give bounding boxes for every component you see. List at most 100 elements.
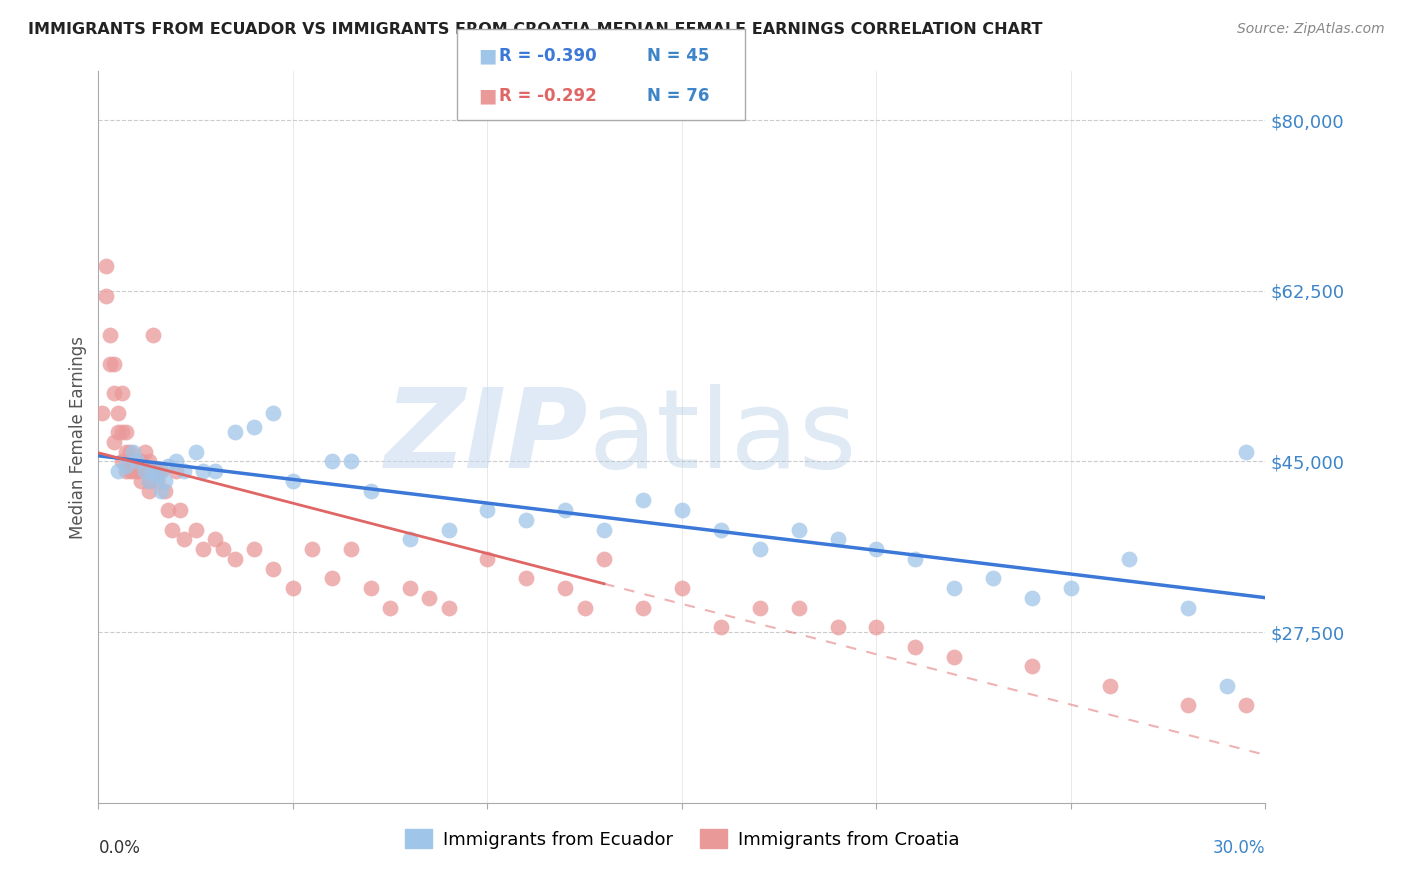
Point bbox=[111, 386, 134, 401]
Point bbox=[418, 591, 440, 605]
Point bbox=[943, 649, 966, 664]
Text: N = 45: N = 45 bbox=[647, 47, 709, 65]
Point bbox=[142, 464, 165, 478]
Point bbox=[212, 542, 235, 557]
Text: R = -0.390: R = -0.390 bbox=[499, 47, 596, 65]
Point bbox=[1118, 552, 1140, 566]
Point bbox=[107, 406, 129, 420]
Point bbox=[122, 464, 145, 478]
Point bbox=[142, 327, 165, 342]
Point bbox=[129, 474, 152, 488]
Point bbox=[398, 581, 420, 595]
Y-axis label: Median Female Earnings: Median Female Earnings bbox=[69, 335, 87, 539]
Point bbox=[437, 523, 460, 537]
Point bbox=[118, 464, 141, 478]
Text: 0.0%: 0.0% bbox=[98, 839, 141, 857]
Point bbox=[103, 386, 125, 401]
Point bbox=[224, 425, 246, 440]
Text: ZIP: ZIP bbox=[385, 384, 589, 491]
Point bbox=[1234, 444, 1257, 458]
Point bbox=[138, 474, 160, 488]
Point bbox=[153, 474, 176, 488]
Point bbox=[146, 464, 169, 478]
Point bbox=[554, 503, 576, 517]
Point bbox=[943, 581, 966, 595]
Point bbox=[1060, 581, 1083, 595]
Point bbox=[122, 444, 145, 458]
Point bbox=[262, 562, 284, 576]
Point bbox=[437, 600, 460, 615]
Point bbox=[827, 533, 849, 547]
Point bbox=[184, 444, 207, 458]
Point bbox=[165, 454, 187, 468]
Point bbox=[865, 542, 887, 557]
Point bbox=[111, 425, 134, 440]
Point bbox=[1177, 600, 1199, 615]
Point bbox=[157, 459, 180, 474]
Text: 30.0%: 30.0% bbox=[1213, 839, 1265, 857]
Point bbox=[1021, 591, 1043, 605]
Point bbox=[243, 420, 266, 434]
Point bbox=[169, 503, 191, 517]
Point bbox=[98, 357, 121, 371]
Text: IMMIGRANTS FROM ECUADOR VS IMMIGRANTS FROM CROATIA MEDIAN FEMALE EARNINGS CORREL: IMMIGRANTS FROM ECUADOR VS IMMIGRANTS FR… bbox=[28, 22, 1043, 37]
Point bbox=[1177, 698, 1199, 713]
Point bbox=[204, 533, 226, 547]
Point bbox=[107, 425, 129, 440]
Point bbox=[224, 552, 246, 566]
Point bbox=[114, 444, 136, 458]
Point bbox=[710, 523, 733, 537]
Text: ■: ■ bbox=[478, 87, 496, 106]
Point bbox=[748, 542, 770, 557]
Point bbox=[184, 523, 207, 537]
Point bbox=[281, 581, 304, 595]
Text: atlas: atlas bbox=[589, 384, 858, 491]
Point bbox=[162, 523, 184, 537]
Point bbox=[321, 454, 343, 468]
Point bbox=[127, 454, 149, 468]
Point bbox=[360, 483, 382, 498]
Point bbox=[127, 464, 149, 478]
Point bbox=[173, 533, 195, 547]
Point bbox=[477, 552, 499, 566]
Point bbox=[173, 464, 195, 478]
Point bbox=[631, 493, 654, 508]
Point bbox=[477, 503, 499, 517]
Point bbox=[193, 542, 215, 557]
Point bbox=[142, 464, 165, 478]
Point bbox=[138, 454, 160, 468]
Point bbox=[904, 552, 927, 566]
Point bbox=[593, 552, 616, 566]
Point bbox=[1215, 679, 1237, 693]
Point bbox=[134, 464, 156, 478]
Point bbox=[149, 464, 172, 478]
Point bbox=[96, 288, 118, 302]
Point bbox=[138, 474, 160, 488]
Point bbox=[96, 260, 118, 274]
Text: N = 76: N = 76 bbox=[647, 87, 709, 105]
Point bbox=[340, 542, 363, 557]
Point bbox=[787, 600, 810, 615]
Point bbox=[574, 600, 596, 615]
Point bbox=[710, 620, 733, 634]
Point bbox=[138, 483, 160, 498]
Point bbox=[748, 600, 770, 615]
Legend: Immigrants from Ecuador, Immigrants from Croatia: Immigrants from Ecuador, Immigrants from… bbox=[398, 822, 966, 856]
Point bbox=[111, 454, 134, 468]
Point bbox=[671, 581, 693, 595]
Point bbox=[91, 406, 114, 420]
Point bbox=[118, 444, 141, 458]
Point bbox=[146, 474, 169, 488]
Point bbox=[204, 464, 226, 478]
Point bbox=[127, 464, 149, 478]
Point bbox=[157, 503, 180, 517]
Point bbox=[515, 513, 537, 527]
Point bbox=[865, 620, 887, 634]
Point bbox=[554, 581, 576, 595]
Point bbox=[593, 523, 616, 537]
Point bbox=[360, 581, 382, 595]
Point bbox=[243, 542, 266, 557]
Text: R = -0.292: R = -0.292 bbox=[499, 87, 598, 105]
Point bbox=[262, 406, 284, 420]
Point bbox=[127, 454, 149, 468]
